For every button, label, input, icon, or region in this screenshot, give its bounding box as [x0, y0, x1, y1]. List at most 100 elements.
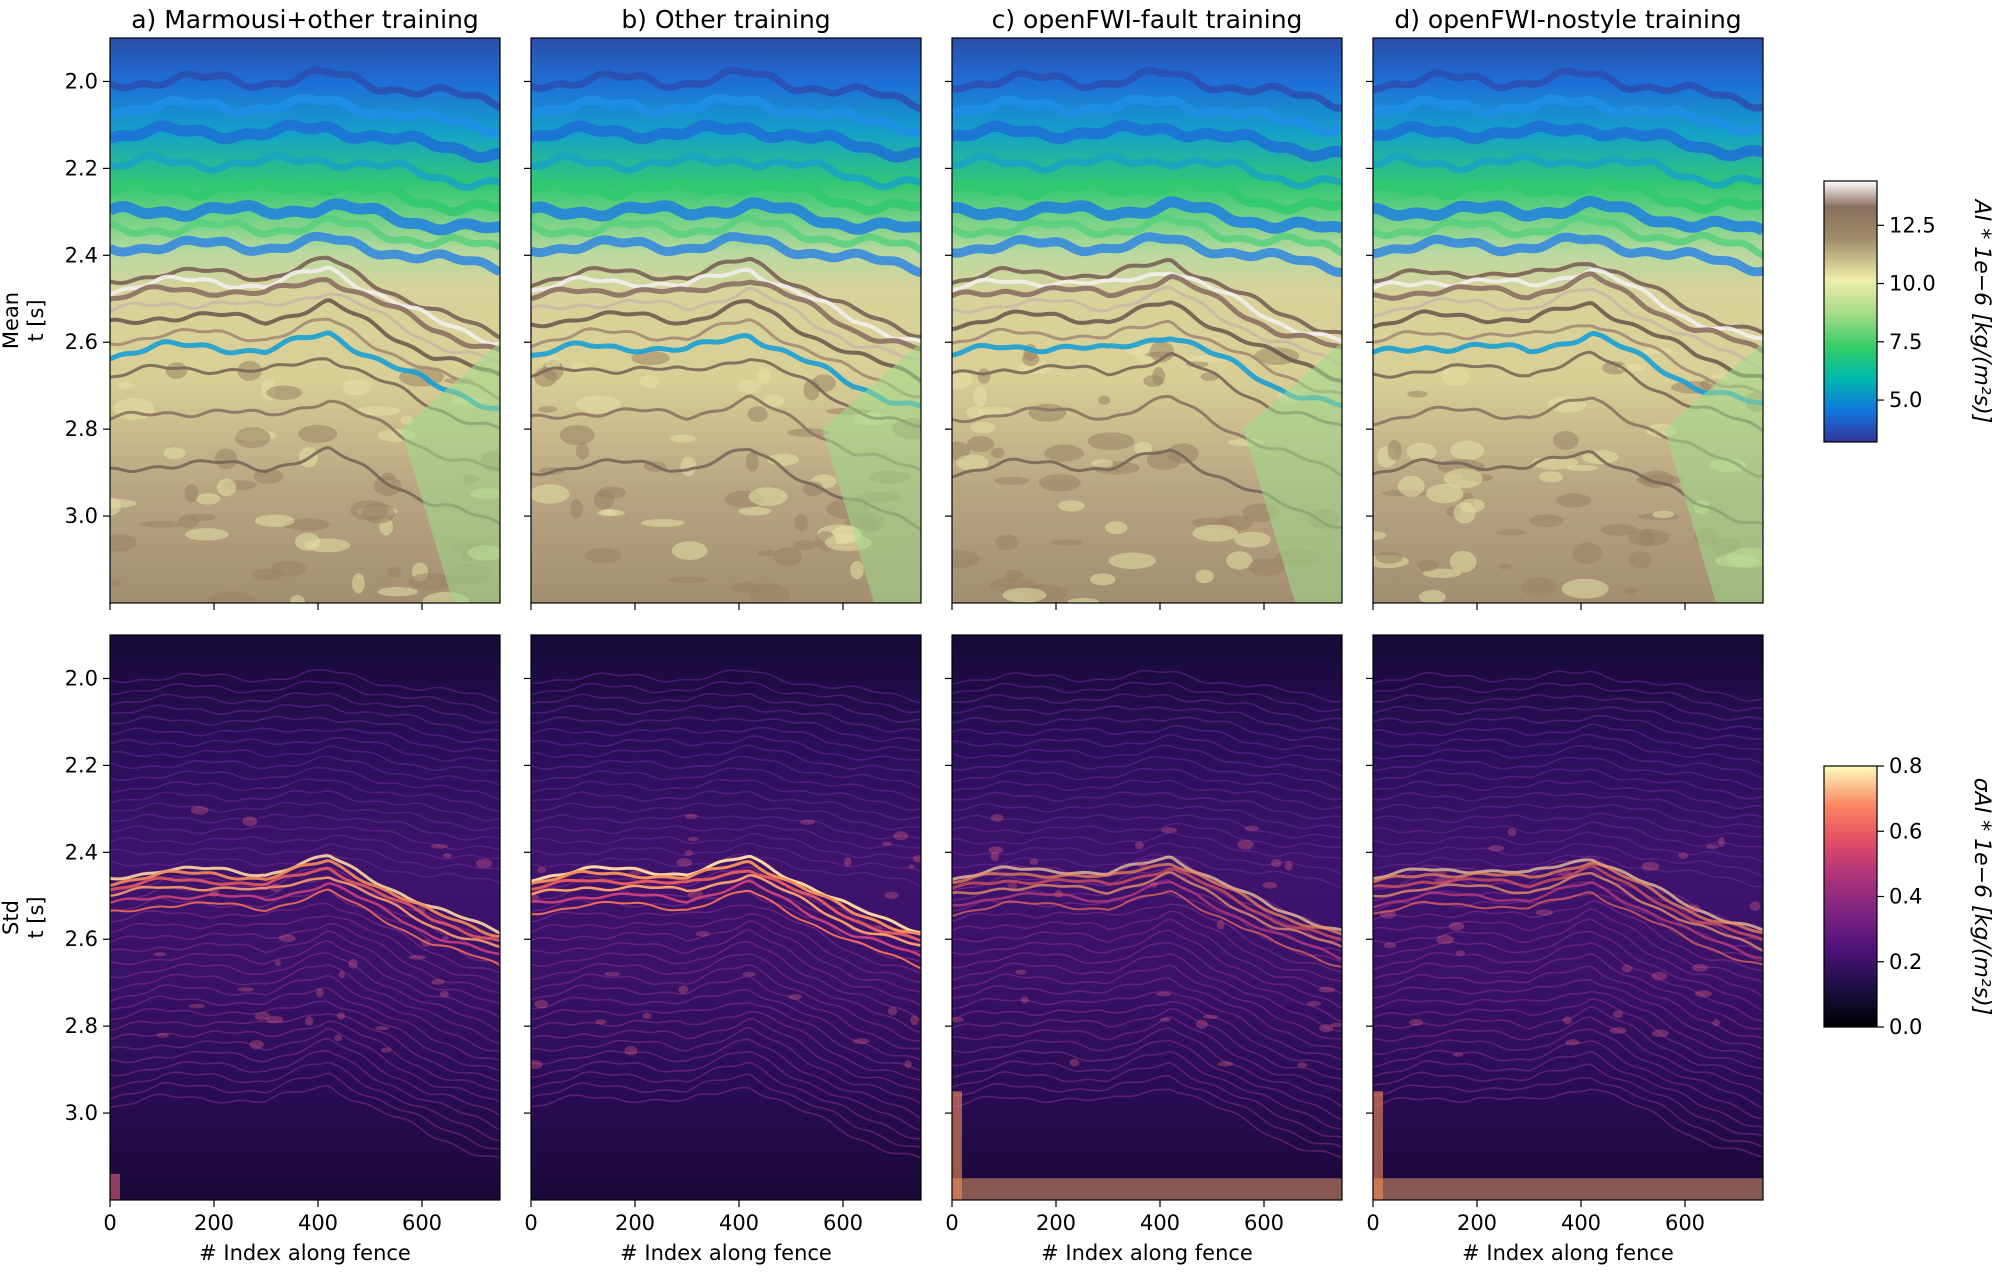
std-highlight [417, 905, 426, 914]
std-highlight [695, 931, 710, 937]
std-horizon-line [952, 767, 1342, 801]
std-horizon-line [1373, 1050, 1763, 1128]
std-horizon-line [531, 790, 921, 821]
mean-upper-layer [952, 232, 1342, 277]
mean-texture [995, 534, 1019, 551]
mean-texture [284, 518, 330, 531]
mean-interface-layer [531, 286, 921, 362]
mean-green-zone [401, 342, 500, 603]
std-highlight [788, 994, 803, 1000]
std-interface-line [1373, 871, 1763, 952]
mean-texture [531, 484, 570, 504]
std-horizon-line [952, 779, 1342, 811]
colorbar-tick-label: 0.6 [1889, 819, 1922, 843]
std-highlight [1159, 1017, 1172, 1022]
mean-texture [1521, 577, 1557, 597]
std-horizon-line [110, 825, 500, 851]
mean-interface-layer [1373, 324, 1763, 395]
std-horizon-line [110, 930, 500, 1005]
x-tick-label: 0 [945, 1211, 958, 1235]
mean-interface-layer [110, 277, 500, 353]
mean-texture [1226, 551, 1253, 570]
colorbar-tick-label: 10.0 [1889, 272, 1936, 296]
x-tick-label: 0 [103, 1211, 116, 1235]
y-tick-label: 2.0 [65, 69, 98, 93]
axes-frame [951, 634, 1343, 1201]
mean-texture [207, 591, 256, 603]
panel-title: a) Marmousi+other training [131, 5, 479, 34]
std-horizon-line [1373, 965, 1763, 1040]
x-tick-label: 400 [1140, 1211, 1180, 1235]
mean-texture [1087, 432, 1135, 451]
std-interface-line [110, 854, 500, 935]
mean-texture [1635, 475, 1684, 486]
mean-texture [1552, 431, 1579, 450]
std-highlight [908, 864, 915, 869]
std-horizon-line [110, 915, 500, 985]
mean-upper-layer [531, 177, 921, 216]
mean-interface-layer [531, 267, 921, 344]
std-horizon-line [531, 755, 921, 789]
std-horizon-line [1373, 854, 1763, 888]
std-horizon-line [531, 767, 921, 802]
std-highlight [642, 1013, 652, 1020]
mean-texture [1125, 347, 1142, 355]
std-horizon-line [110, 986, 500, 1061]
std-highlight [1284, 860, 1293, 871]
std-horizon-line [952, 854, 1342, 889]
std-highlight [1007, 882, 1018, 889]
std-highlight [990, 851, 1000, 862]
mean-texture [956, 454, 989, 471]
std-interface-line [952, 880, 1342, 961]
mean-texture [1005, 569, 1024, 581]
x-tick-label: 0 [524, 1211, 537, 1235]
mean-texture [597, 486, 627, 499]
std-horizon-line [952, 744, 1342, 777]
mean-upper-layer [952, 196, 1342, 234]
std-horizon-line [531, 669, 921, 704]
mean-texture [1441, 367, 1470, 386]
std-horizon-line [1373, 821, 1763, 849]
panel-title: c) openFWI-fault training [992, 5, 1303, 34]
mean-texture [1108, 552, 1157, 569]
y-tick-label: 2.0 [65, 666, 98, 690]
std-horizon-line [531, 1073, 921, 1149]
std-horizon-line [531, 833, 921, 859]
std-highlight [421, 939, 431, 947]
x-tick-label: 200 [615, 1211, 655, 1235]
mean-texture [794, 514, 808, 532]
mean-upper-layer [952, 152, 1342, 190]
std-horizon-line [952, 1050, 1342, 1130]
std-horizon-line [531, 824, 921, 850]
std-horizon-line [110, 952, 500, 1033]
mean-texture [110, 498, 137, 508]
std-highlight [678, 985, 689, 994]
x-axis-label: # Index along fence [199, 1241, 411, 1265]
row-label-name: Mean [0, 292, 23, 349]
mean-texture [1067, 597, 1099, 603]
std-highlight [380, 1047, 392, 1053]
mean-texture [1195, 569, 1214, 584]
std-horizon-line [531, 988, 921, 1061]
std-horizon-line [1373, 670, 1763, 702]
std-horizon-line [110, 801, 500, 832]
std-horizon-line [1373, 1006, 1763, 1081]
std-horizon-line [110, 1037, 500, 1117]
mean-texture [1652, 510, 1674, 519]
mean-interface-layer [531, 279, 921, 352]
std-highlight [904, 1060, 912, 1069]
mean-texture [352, 573, 365, 594]
std-interface-line [110, 866, 500, 943]
mean-green-zone [1664, 342, 1763, 603]
mean-texture [575, 395, 622, 413]
std-highlight [990, 814, 1004, 822]
std-highlight [1217, 1061, 1234, 1067]
std-horizon-line [110, 1020, 500, 1092]
std-background [952, 635, 1342, 1200]
mean-interface-layer [110, 298, 500, 377]
std-highlight [687, 889, 704, 900]
std-highlight [887, 1006, 898, 1016]
mean-texture [1561, 578, 1609, 599]
std-interface-line [531, 873, 921, 947]
mean-texture [1002, 587, 1047, 603]
